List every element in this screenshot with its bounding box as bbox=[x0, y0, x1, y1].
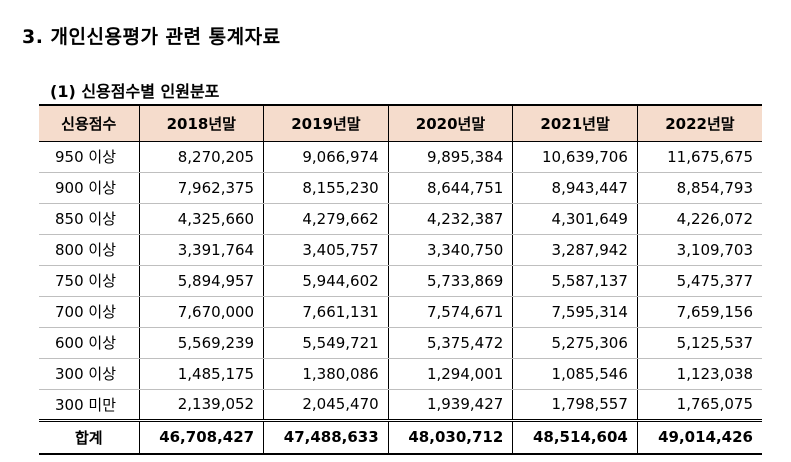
cell-value: 5,587,137 bbox=[512, 265, 638, 297]
cell-value: 1,085,546 bbox=[512, 358, 638, 390]
header-2022: 2022년말 bbox=[636, 105, 762, 142]
total-value: 48,030,712 bbox=[387, 420, 513, 455]
header-2020: 2020년말 bbox=[387, 105, 513, 142]
row-label: 700 이상 bbox=[39, 296, 139, 328]
cell-value: 1,765,075 bbox=[636, 389, 762, 422]
header-2018: 2018년말 bbox=[138, 105, 264, 142]
cell-value: 5,125,537 bbox=[636, 327, 762, 359]
cell-value: 4,301,649 bbox=[512, 203, 638, 235]
table-row: 850 이상 4,325,660 4,279,662 4,232,387 4,3… bbox=[39, 203, 762, 235]
cell-value: 7,574,671 bbox=[387, 296, 513, 328]
row-label: 750 이상 bbox=[39, 265, 139, 297]
table-row: 900 이상 7,962,375 8,155,230 8,644,751 8,9… bbox=[39, 172, 762, 204]
cell-value: 5,549,721 bbox=[263, 327, 389, 359]
cell-value: 8,644,751 bbox=[387, 172, 513, 204]
cell-value: 5,475,377 bbox=[636, 265, 762, 297]
cell-value: 7,661,131 bbox=[263, 296, 389, 328]
cell-value: 1,294,001 bbox=[387, 358, 513, 390]
cell-value: 4,279,662 bbox=[263, 203, 389, 235]
cell-value: 4,226,072 bbox=[636, 203, 762, 235]
cell-value: 4,325,660 bbox=[138, 203, 264, 235]
cell-value: 5,733,869 bbox=[387, 265, 513, 297]
cell-value: 3,405,757 bbox=[263, 234, 389, 266]
total-value: 47,488,633 bbox=[263, 420, 389, 455]
table-row: 750 이상 5,894,957 5,944,602 5,733,869 5,5… bbox=[39, 265, 762, 297]
cell-value: 7,659,156 bbox=[636, 296, 762, 328]
cell-value: 8,854,793 bbox=[636, 172, 762, 204]
table-row: 950 이상 8,270,205 9,066,974 9,895,384 10,… bbox=[39, 141, 762, 173]
cell-value: 5,375,472 bbox=[387, 327, 513, 359]
cell-value: 7,670,000 bbox=[138, 296, 264, 328]
cell-value: 10,639,706 bbox=[512, 141, 638, 173]
row-label: 300 이상 bbox=[39, 358, 139, 390]
subsection-title: (1) 신용점수별 인원분포 bbox=[50, 82, 220, 101]
row-label: 600 이상 bbox=[39, 327, 139, 359]
cell-value: 1,939,427 bbox=[387, 389, 513, 422]
cell-value: 5,894,957 bbox=[138, 265, 264, 297]
table-row: 800 이상 3,391,764 3,405,757 3,340,750 3,2… bbox=[39, 234, 762, 266]
cell-value: 9,895,384 bbox=[387, 141, 513, 173]
cell-value: 4,232,387 bbox=[387, 203, 513, 235]
total-row: 합계 46,708,427 47,488,633 48,030,712 48,5… bbox=[39, 420, 762, 455]
cell-value: 3,340,750 bbox=[387, 234, 513, 266]
cell-value: 5,275,306 bbox=[512, 327, 638, 359]
total-label: 합계 bbox=[39, 420, 139, 455]
cell-value: 8,943,447 bbox=[512, 172, 638, 204]
cell-value: 3,391,764 bbox=[138, 234, 264, 266]
header-2021: 2021년말 bbox=[512, 105, 638, 142]
table-row: 700 이상 7,670,000 7,661,131 7,574,671 7,5… bbox=[39, 296, 762, 328]
cell-value: 2,045,470 bbox=[263, 389, 389, 422]
row-label: 800 이상 bbox=[39, 234, 139, 266]
total-value: 48,514,604 bbox=[512, 420, 638, 455]
header-2019: 2019년말 bbox=[263, 105, 389, 142]
cell-value: 3,287,942 bbox=[512, 234, 638, 266]
cell-value: 8,270,205 bbox=[138, 141, 264, 173]
table-row: 300 이상 1,485,175 1,380,086 1,294,001 1,0… bbox=[39, 358, 762, 390]
cell-value: 11,675,675 bbox=[636, 141, 762, 173]
cell-value: 1,798,557 bbox=[512, 389, 638, 422]
cell-value: 5,944,602 bbox=[263, 265, 389, 297]
header-score: 신용점수 bbox=[39, 105, 139, 142]
row-label: 300 미만 bbox=[39, 389, 139, 422]
cell-value: 8,155,230 bbox=[263, 172, 389, 204]
cell-value: 1,380,086 bbox=[263, 358, 389, 390]
cell-value: 7,962,375 bbox=[138, 172, 264, 204]
cell-value: 2,139,052 bbox=[138, 389, 264, 422]
credit-score-distribution-table: 신용점수 2018년말 2019년말 2020년말 2021년말 2022년말 … bbox=[39, 104, 762, 455]
header-row: 신용점수 2018년말 2019년말 2020년말 2021년말 2022년말 bbox=[39, 105, 762, 142]
row-label: 950 이상 bbox=[39, 141, 139, 173]
row-label: 850 이상 bbox=[39, 203, 139, 235]
cell-value: 7,595,314 bbox=[512, 296, 638, 328]
total-value: 49,014,426 bbox=[636, 420, 762, 455]
total-value: 46,708,427 bbox=[138, 420, 264, 455]
cell-value: 3,109,703 bbox=[636, 234, 762, 266]
cell-value: 1,485,175 bbox=[138, 358, 264, 390]
section-title: 3. 개인신용평가 관련 통계자료 bbox=[22, 26, 281, 48]
table-row: 600 이상 5,569,239 5,549,721 5,375,472 5,2… bbox=[39, 327, 762, 359]
cell-value: 9,066,974 bbox=[263, 141, 389, 173]
row-label: 900 이상 bbox=[39, 172, 139, 204]
table-row: 300 미만 2,139,052 2,045,470 1,939,427 1,7… bbox=[39, 389, 762, 422]
cell-value: 1,123,038 bbox=[636, 358, 762, 390]
cell-value: 5,569,239 bbox=[138, 327, 264, 359]
